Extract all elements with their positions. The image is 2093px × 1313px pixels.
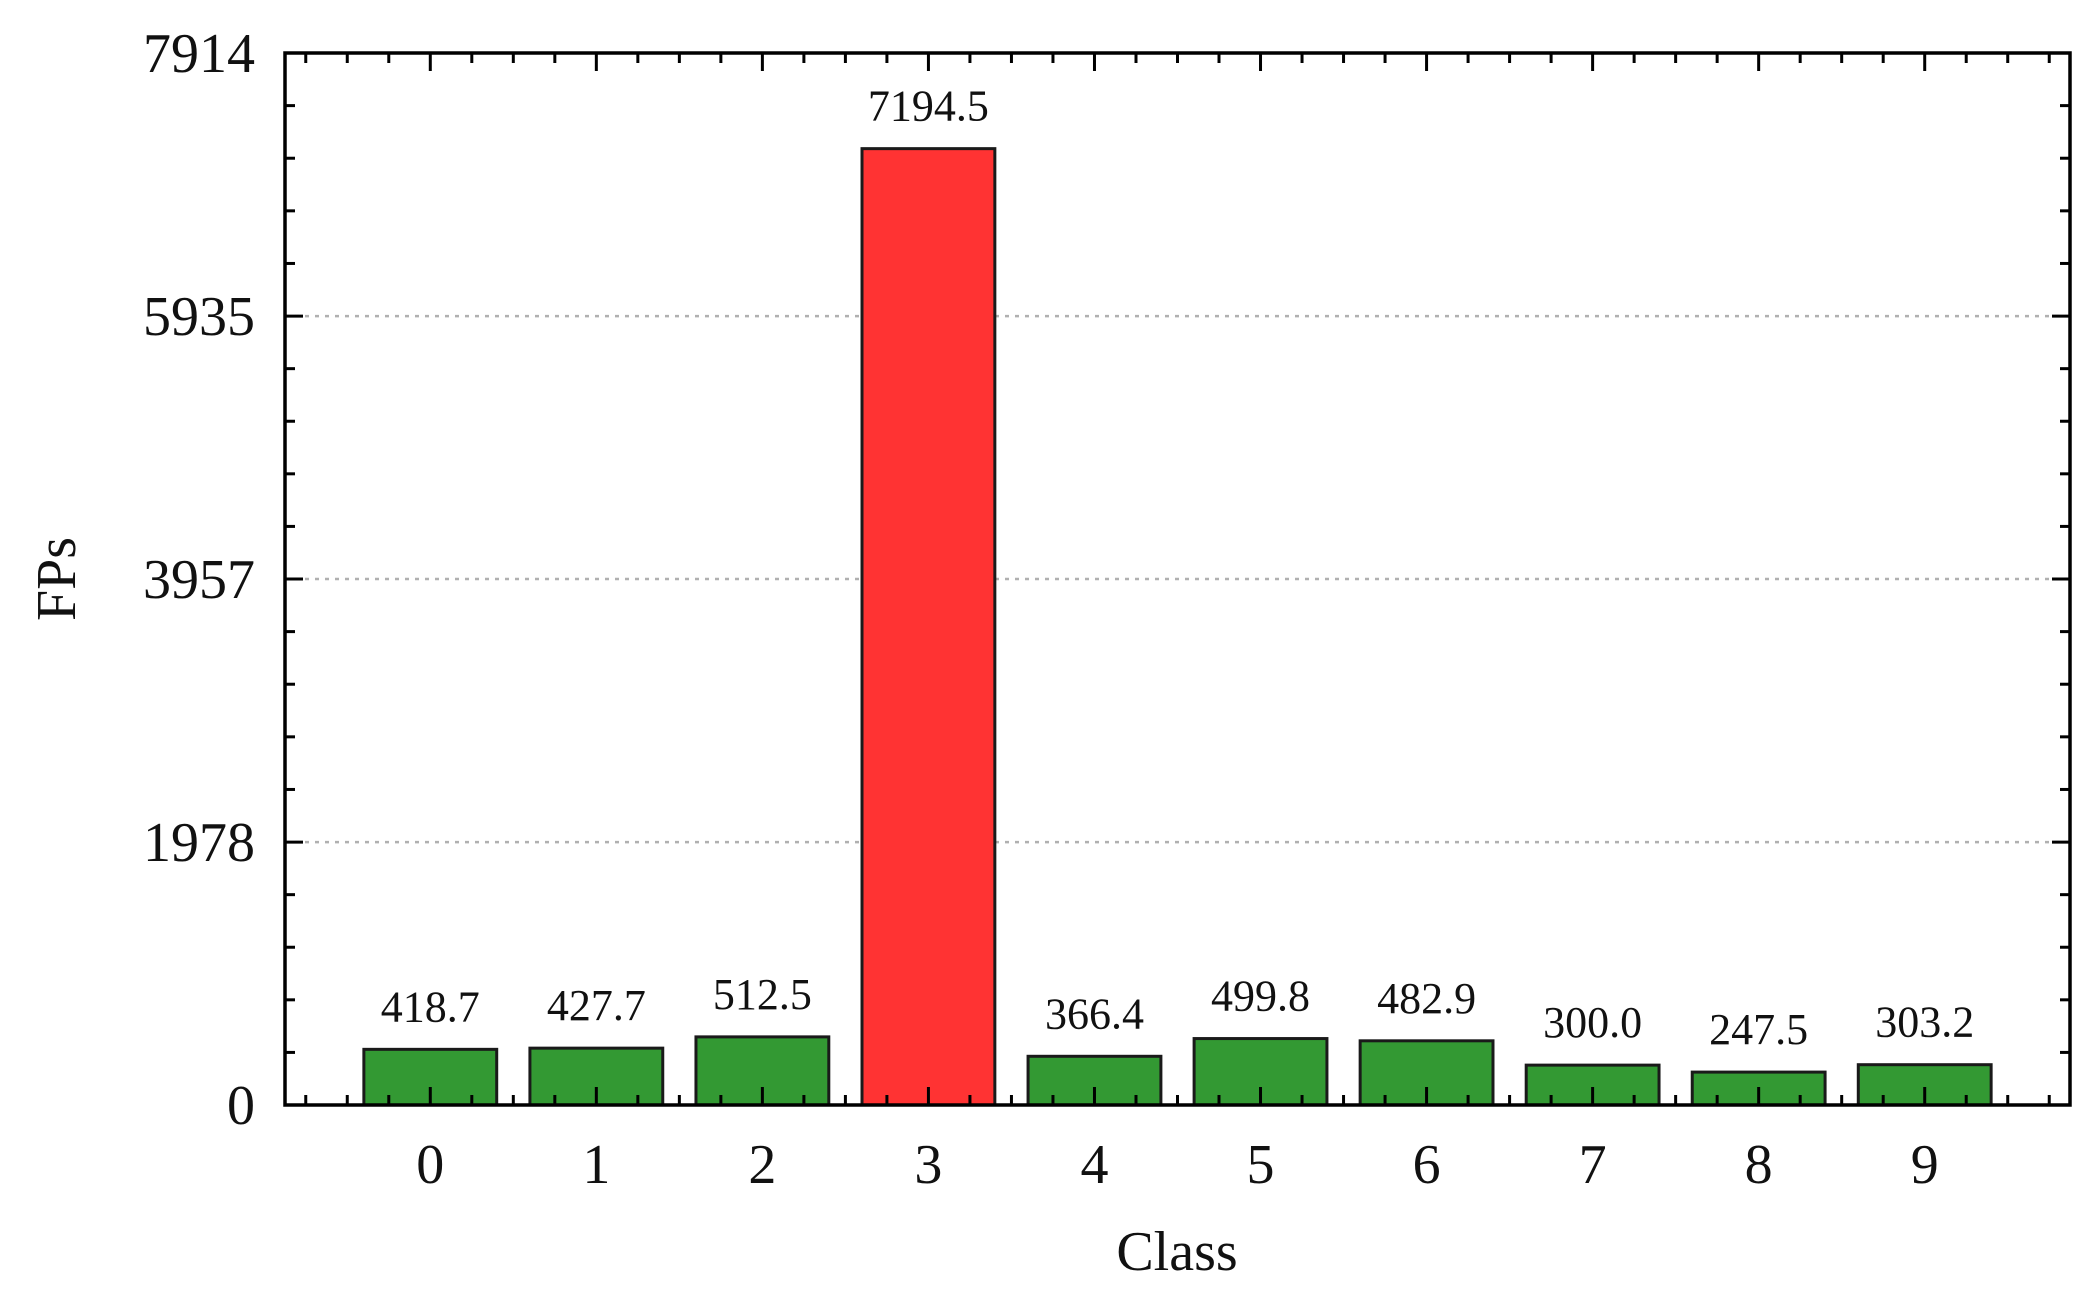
x-tick-label: 4 [1080,1134,1108,1196]
bar-3 [860,147,997,1107]
x-tick-label: 0 [416,1134,444,1196]
plot-frame [283,51,2072,1107]
data-labels: 418.7 427.7 512.5 7194.5 366.4 499.8 482.9 300.… [381,82,1974,1054]
data-label-6: 482.9 [1377,974,1476,1023]
x-tick-label: 3 [914,1134,942,1196]
x-tick-label: 6 [1413,1134,1441,1196]
y-tick-label: 3957 [143,549,255,611]
x-tick-label: 1 [582,1134,610,1196]
y-tick-label: 7914 [143,23,255,85]
y-tick-label: 1978 [143,812,255,874]
data-label-9: 303.2 [1875,998,1974,1047]
grid-lines [285,314,2070,844]
y-tick-label: 5935 [143,286,255,348]
data-label-4: 366.4 [1045,989,1144,1038]
data-label-3: 7194.5 [868,82,989,131]
data-label-0: 418.7 [381,982,480,1031]
data-label-7: 300.0 [1543,998,1642,1047]
y-tick-label: 0 [227,1075,255,1137]
data-label-2: 512.5 [713,970,812,1019]
x-axis-label: Class [1116,1221,1237,1283]
tick-labels: 0 1978 3957 5935 7914 0 1 2 3 4 5 6 7 8 9 [143,23,1939,1196]
x-tick-label: 7 [1579,1134,1607,1196]
y-axis-label: FPs [26,537,88,621]
x-tick-label: 2 [748,1134,776,1196]
data-label-1: 427.7 [547,981,646,1030]
x-tick-label: 9 [1911,1134,1939,1196]
x-tick-label: 5 [1247,1134,1275,1196]
x-tick-label: 8 [1745,1134,1773,1196]
data-label-8: 247.5 [1709,1005,1808,1054]
data-label-5: 499.8 [1211,972,1310,1021]
bars [362,147,1993,1107]
